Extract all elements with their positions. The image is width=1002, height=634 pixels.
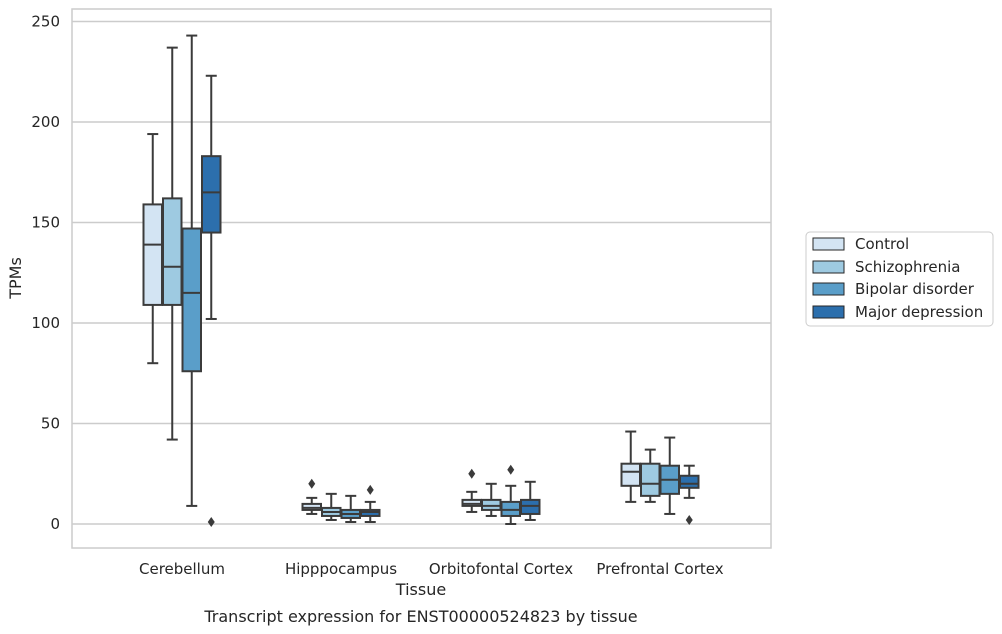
box-iqr [181, 227, 202, 373]
legend-frame [805, 231, 994, 327]
outlier-point [308, 478, 316, 489]
chart-caption: Transcript expression for ENST0000052482… [203, 607, 637, 626]
box [142, 133, 163, 365]
x-tick-label: Cerebellum [139, 560, 225, 578]
legend-swatch [812, 282, 845, 296]
x-axis-title: Tissue [395, 580, 446, 599]
box-iqr [201, 155, 222, 234]
legend-swatch [812, 305, 845, 319]
box [301, 478, 322, 515]
x-tick-label: Prefrontal Cortex [596, 560, 723, 578]
plot-frame [71, 8, 772, 549]
outlier-point [468, 468, 476, 479]
box-iqr [640, 462, 661, 497]
legend-swatch [812, 260, 845, 274]
box-iqr [461, 498, 482, 507]
y-tick-label: 50 [41, 415, 60, 433]
x-tick-label: Orbitofontal Cortex [429, 560, 573, 578]
outlier-point [507, 464, 515, 475]
y-tick-label: 250 [31, 13, 60, 31]
outlier-point [685, 514, 693, 525]
legend-label: Control [855, 235, 909, 253]
box-iqr [301, 502, 322, 511]
box-iqr [360, 508, 381, 517]
box [520, 480, 541, 521]
box [181, 34, 202, 507]
box-plot-marks [142, 34, 700, 527]
box [162, 46, 183, 441]
y-tick-label: 150 [31, 214, 60, 232]
legend-swatch [812, 237, 845, 251]
legend-label: Schizophrenia [855, 258, 960, 276]
legend-label: Bipolar disorder [855, 280, 975, 298]
box [201, 74, 222, 527]
box-iqr [162, 197, 183, 306]
legend: Control Schizophrenia Bipolar disorder Majo… [805, 231, 994, 327]
y-tick-labels: 0 50 100 150 200 250 [31, 13, 60, 534]
x-tick-label: Hipppocampus [285, 560, 397, 578]
box-iqr [500, 500, 521, 517]
outlier-point [366, 484, 374, 495]
y-tick-label: 200 [31, 113, 60, 131]
legend-label: Major depression [855, 303, 983, 321]
box [679, 464, 700, 525]
box-iqr [679, 474, 700, 489]
box [360, 484, 381, 523]
box [659, 436, 680, 515]
box [620, 430, 641, 503]
box-iqr [142, 203, 163, 306]
x-tick-labels: Cerebellum Hipppocampus Orbitofontal Corte… [139, 560, 724, 578]
box-iqr [481, 498, 502, 511]
y-tick-label: 100 [31, 314, 60, 332]
box-iqr [620, 462, 641, 487]
box-iqr [520, 498, 541, 515]
outlier-point [207, 516, 215, 527]
y-tick-label: 0 [50, 515, 60, 533]
y-axis-title: TPMs [6, 257, 25, 300]
